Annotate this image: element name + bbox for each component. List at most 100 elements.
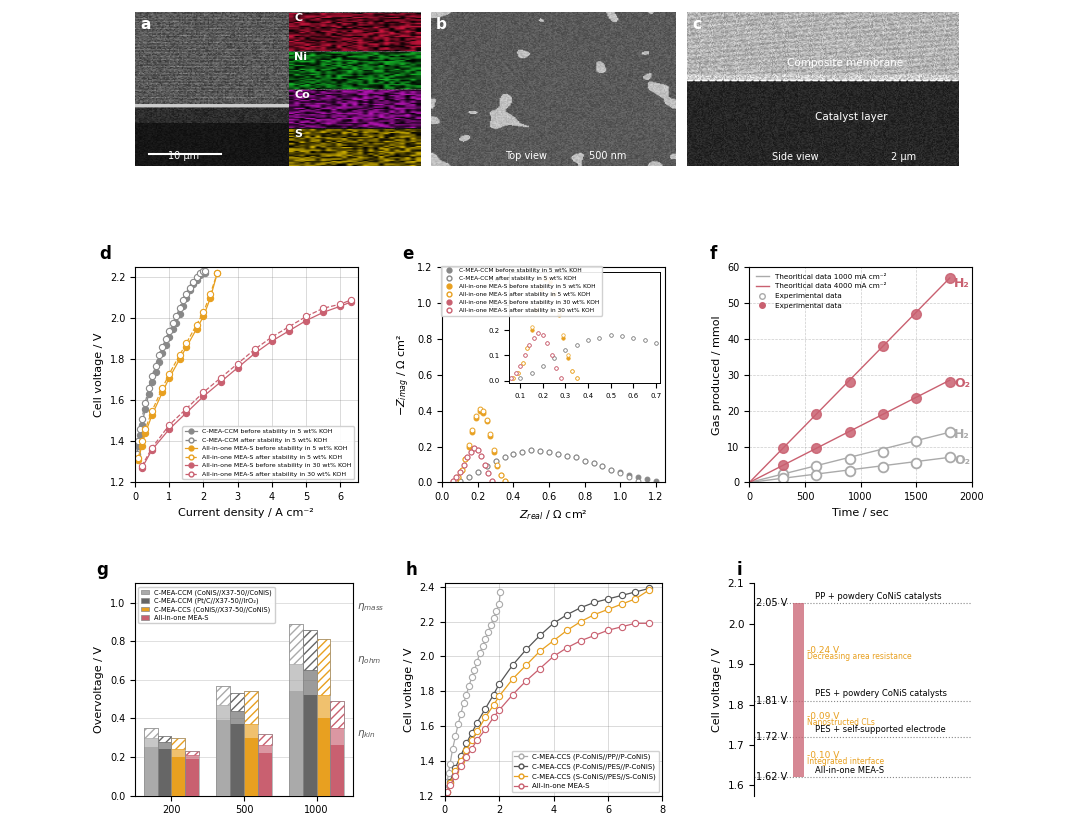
Text: PP + powdery CoNiS catalysts: PP + powdery CoNiS catalysts: [815, 592, 942, 601]
Text: d: d: [99, 245, 111, 263]
Bar: [158, 736, 172, 796]
Bar: [185, 755, 199, 759]
Bar: [144, 728, 158, 738]
Y-axis label: $-Z_{imag}$ / Ω cm²: $-Z_{imag}$ / Ω cm²: [395, 334, 411, 416]
Text: Integrated interface: Integrated interface: [808, 756, 885, 765]
Bar: [158, 749, 172, 796]
Bar: [330, 701, 345, 728]
Bar: [172, 738, 185, 796]
Bar: [794, 737, 805, 778]
Bar: [302, 670, 316, 695]
Y-axis label: Cell voltage / V: Cell voltage / V: [94, 333, 105, 417]
Text: PES + self-supported electrode: PES + self-supported electrode: [815, 725, 946, 734]
Bar: [144, 728, 158, 796]
Text: H₂: H₂: [955, 277, 970, 290]
Bar: [289, 664, 302, 691]
Bar: [289, 691, 302, 796]
Text: H₂: H₂: [955, 428, 970, 441]
Bar: [330, 745, 345, 796]
Text: c: c: [692, 17, 701, 32]
Text: Decreasing area resistance: Decreasing area resistance: [808, 651, 913, 661]
Bar: [230, 724, 244, 796]
Text: -0.09 V: -0.09 V: [808, 712, 840, 721]
Text: 1.81 V: 1.81 V: [756, 695, 787, 706]
Legend: C-MEA-CCM before stability in 5 wt% KOH, C-MEA-CCM after stability in 5 wt% KOH,: C-MEA-CCM before stability in 5 wt% KOH,…: [441, 266, 602, 316]
Text: All-in-one MEA-S: All-in-one MEA-S: [815, 765, 885, 774]
Y-axis label: Gas produced / mmol: Gas produced / mmol: [712, 315, 721, 435]
Bar: [258, 745, 271, 753]
Bar: [316, 639, 330, 695]
Bar: [794, 604, 805, 701]
Legend: C-MEA-CCM before stability in 5 wt% KOH, C-MEA-CCM after stability in 5 wt% KOH,: C-MEA-CCM before stability in 5 wt% KOH,…: [183, 427, 354, 479]
Bar: [144, 738, 158, 747]
Text: h: h: [405, 561, 417, 579]
Text: Composite membrane: Composite membrane: [786, 58, 903, 69]
Bar: [244, 691, 258, 724]
Bar: [185, 759, 199, 796]
Text: b: b: [436, 17, 447, 32]
Text: Nanostructed CLs: Nanostructed CLs: [808, 718, 875, 727]
Text: $\eta_{ohm}$: $\eta_{ohm}$: [357, 654, 381, 666]
Bar: [216, 705, 230, 721]
Text: PES + powdery CoNiS catalysts: PES + powdery CoNiS catalysts: [815, 689, 947, 698]
Text: Top view: Top view: [504, 151, 546, 161]
Text: O₂: O₂: [955, 455, 970, 468]
Text: Side view: Side view: [772, 153, 819, 162]
Bar: [316, 639, 330, 796]
Bar: [302, 630, 316, 670]
Text: i: i: [737, 561, 742, 579]
Text: -0.24 V: -0.24 V: [808, 645, 839, 654]
Bar: [244, 724, 258, 738]
Bar: [244, 738, 258, 796]
Bar: [185, 752, 199, 755]
Bar: [172, 757, 185, 796]
Text: e: e: [402, 245, 414, 263]
Text: O₂: O₂: [955, 377, 970, 390]
Bar: [258, 753, 271, 796]
X-axis label: Current density / A cm⁻²: Current density / A cm⁻²: [178, 508, 314, 517]
Bar: [244, 691, 258, 796]
Bar: [316, 718, 330, 796]
Bar: [289, 623, 302, 664]
Text: $\eta_{kin}$: $\eta_{kin}$: [357, 728, 376, 740]
Text: 500 nm: 500 nm: [589, 151, 626, 161]
X-axis label: $Z_{real}$ / Ω cm²: $Z_{real}$ / Ω cm²: [519, 508, 588, 521]
Bar: [316, 695, 330, 718]
Bar: [289, 623, 302, 796]
Bar: [330, 728, 345, 745]
Y-axis label: Cell voltage / V: Cell voltage / V: [712, 647, 723, 732]
Bar: [216, 685, 230, 705]
Bar: [258, 734, 271, 796]
Bar: [185, 752, 199, 796]
Bar: [230, 711, 244, 724]
Text: g: g: [96, 561, 108, 579]
Bar: [230, 694, 244, 796]
Bar: [172, 749, 185, 757]
Text: 1.62 V: 1.62 V: [756, 773, 787, 783]
Text: 2 μm: 2 μm: [891, 153, 916, 162]
Bar: [172, 738, 185, 749]
X-axis label: Time / sec: Time / sec: [833, 508, 889, 517]
Bar: [302, 630, 316, 796]
Text: f: f: [710, 245, 716, 263]
Text: -0.10 V: -0.10 V: [808, 751, 840, 760]
Y-axis label: Cell voltage / V: Cell voltage / V: [404, 647, 414, 732]
Text: Catalyst layer: Catalyst layer: [815, 112, 888, 122]
Bar: [330, 701, 345, 796]
Text: 10 μm: 10 μm: [168, 151, 199, 161]
Legend: C-MEA-CCS (P-CoNiS//PP//P-CoNiS), C-MEA-CCS (P-CoNiS//PES//P-CoNiS), C-MEA-CCS (: C-MEA-CCS (P-CoNiS//PP//P-CoNiS), C-MEA-…: [512, 751, 659, 792]
Bar: [144, 747, 158, 796]
Bar: [794, 701, 805, 737]
Y-axis label: Overvoltage / V: Overvoltage / V: [94, 646, 105, 733]
Bar: [216, 721, 230, 796]
Legend: C-MEA-CCM (CoNiS//X37-50//CoNiS), C-MEA-CCM (Pt/C//X37-50//IrO₂), C-MEA-CCS (CoN: C-MEA-CCM (CoNiS//X37-50//CoNiS), C-MEA-…: [138, 587, 274, 623]
Bar: [302, 695, 316, 796]
Text: 1.72 V: 1.72 V: [756, 732, 787, 742]
Text: $\eta_{mass}$: $\eta_{mass}$: [357, 601, 384, 613]
Bar: [230, 694, 244, 711]
Text: 2.05 V: 2.05 V: [756, 598, 787, 609]
Bar: [158, 742, 172, 749]
Legend: Theoritical data 1000 mA cm⁻², Theoritical data 4000 mA cm⁻², Experimental data,: Theoritical data 1000 mA cm⁻², Theoritic…: [753, 271, 889, 312]
Bar: [158, 736, 172, 742]
Bar: [216, 685, 230, 796]
